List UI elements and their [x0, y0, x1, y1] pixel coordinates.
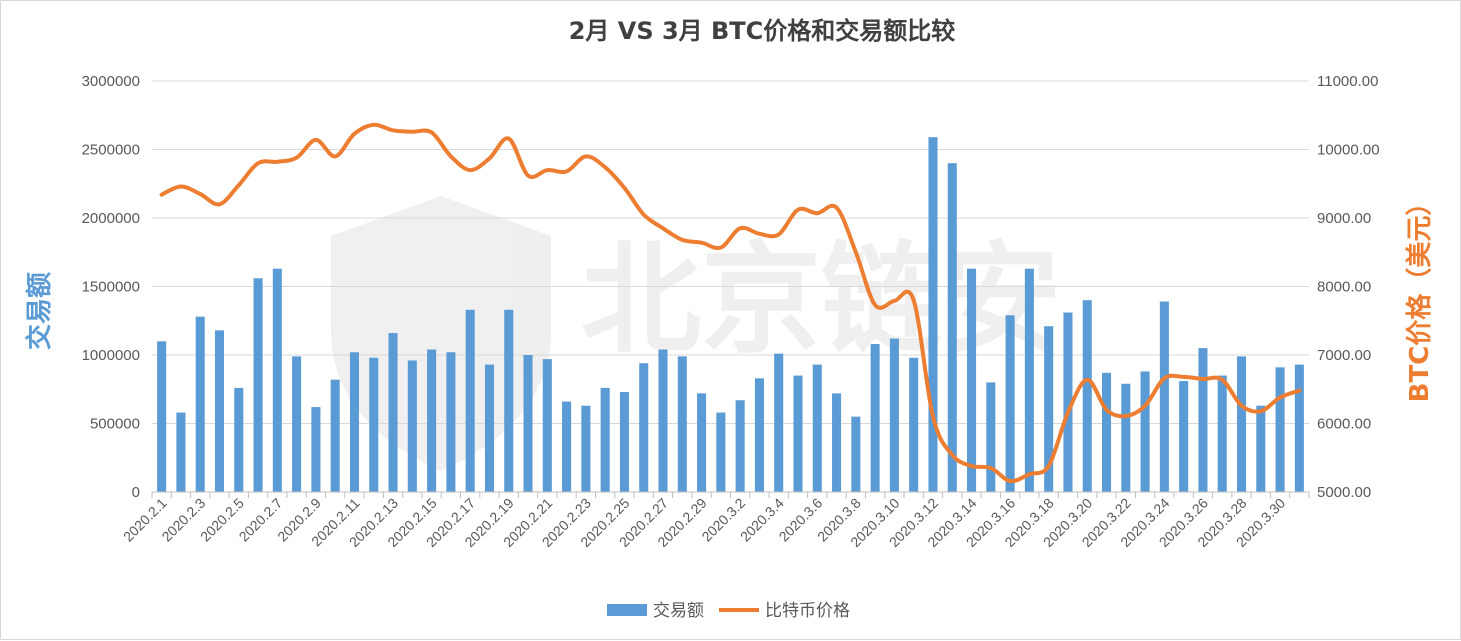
right-tick-label: 6000.00: [1317, 416, 1371, 433]
right-y-ticks: 5000.00 6000.00 7000.00 8000.00 9000.00 10000…: [1317, 73, 1380, 501]
volume-bar: [600, 387, 610, 492]
volume-bar: [774, 353, 784, 492]
right-tick-label: 8000.00: [1317, 279, 1371, 296]
volume-bar: [1179, 381, 1189, 492]
volume-bar: [292, 356, 302, 492]
volume-bar: [1140, 371, 1150, 492]
right-tick-label: 9000.00: [1317, 210, 1371, 227]
left-tick-label: 3000000: [82, 73, 140, 90]
legend: 交易额 比特币价格: [607, 601, 850, 621]
volume-bar: [735, 400, 745, 492]
left-axis-label: 交易额: [24, 272, 55, 350]
volume-bar: [523, 355, 533, 492]
volume-bar: [369, 357, 379, 492]
volume-bar: [234, 387, 244, 492]
volume-bar: [754, 378, 764, 492]
volume-bar: [272, 268, 282, 492]
volume-bar: [311, 407, 321, 492]
volume-bar: [812, 364, 822, 492]
volume-bar: [465, 309, 475, 492]
volume-bar: [1063, 312, 1073, 492]
volume-bar: [330, 379, 340, 492]
left-tick-label: 1500000: [82, 279, 140, 296]
volume-bar: [1024, 268, 1034, 492]
watermark-shield-icon: [331, 196, 551, 471]
volume-bar: [1082, 300, 1092, 492]
volume-bar: [928, 137, 938, 493]
volume-bar: [1294, 364, 1304, 492]
volume-bar: [1159, 301, 1169, 492]
volume-bar: [446, 352, 456, 492]
volume-bar: [427, 349, 437, 492]
left-tick-label: 1000000: [82, 347, 140, 364]
right-tick-label: 11000.00: [1317, 73, 1378, 90]
x-ticks: 2020.2.12020.2.32020.2.52020.2.72020.2.9…: [120, 495, 1288, 551]
btc-price-line: [159, 122, 1302, 484]
axes: [151, 491, 1310, 498]
volume-bar: [388, 333, 398, 492]
volume-bar: [1275, 367, 1285, 492]
volume-bar: [947, 163, 957, 492]
right-tick-label: 5000.00: [1317, 484, 1371, 501]
volume-bar: [793, 375, 803, 492]
left-tick-label: 500000: [90, 416, 140, 433]
volume-bar: [619, 391, 629, 492]
volume-bar: [909, 357, 919, 492]
volume-bar: [986, 382, 996, 492]
volume-bar: [1236, 356, 1247, 492]
volume-bar: [157, 341, 167, 492]
volume-bar: [349, 352, 360, 492]
volume-bar: [889, 338, 899, 492]
legend-bar-label: 交易额: [653, 601, 704, 621]
volume-bar: [1101, 372, 1112, 492]
bar-series: [157, 137, 1304, 493]
volume-bar: [1256, 405, 1266, 492]
volume-bar: [1044, 326, 1054, 492]
volume-bar: [716, 412, 726, 492]
volume-bar: [639, 363, 649, 492]
volume-bar: [967, 268, 977, 492]
volume-bar: [658, 349, 668, 492]
volume-bar: [677, 356, 687, 492]
volume-bar: [851, 416, 861, 492]
volume-bar: [581, 405, 591, 492]
volume-bar: [1198, 348, 1208, 492]
watermark-text: 北京链安: [581, 231, 1061, 370]
volume-bar: [407, 360, 417, 492]
volume-bar: [504, 309, 514, 492]
volume-bar: [697, 393, 707, 492]
volume-bar: [195, 316, 205, 492]
left-tick-label: 2500000: [82, 142, 140, 159]
chart-title: 2月 VS 3月 BTC价格和交易额比较: [569, 17, 956, 45]
watermark-logo: 北京链安: [331, 196, 1061, 471]
right-tick-label: 7000.00: [1317, 347, 1371, 364]
volume-bar: [832, 393, 842, 492]
volume-bar: [1121, 383, 1131, 492]
legend-bar-swatch: [607, 604, 647, 616]
left-tick-label: 0: [132, 484, 140, 501]
left-y-ticks: 0 500000 1000000 1500000 2000000 2500000 30000…: [82, 73, 140, 501]
right-axis-label: BTC价格（美元）: [1404, 190, 1435, 403]
volume-bar: [253, 278, 263, 492]
volume-bar: [1217, 375, 1227, 492]
volume-bar: [562, 401, 572, 492]
left-tick-label: 2000000: [82, 210, 140, 227]
volume-bar: [214, 330, 225, 492]
right-tick-label: 10000.00: [1317, 142, 1380, 159]
volume-bar: [542, 359, 552, 492]
volume-bar: [1005, 315, 1015, 492]
legend-line-label: 比特币价格: [765, 601, 850, 621]
volume-bar: [870, 344, 880, 492]
volume-bar: [484, 364, 494, 492]
volume-bar: [176, 412, 186, 492]
